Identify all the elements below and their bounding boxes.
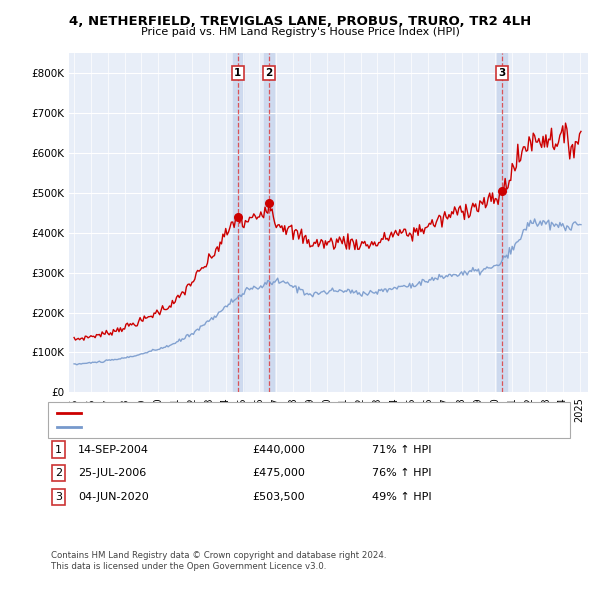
Text: 25-JUL-2006: 25-JUL-2006: [78, 468, 146, 478]
Text: 71% ↑ HPI: 71% ↑ HPI: [372, 445, 431, 454]
Bar: [233, 53, 243, 392]
Bar: [497, 53, 508, 392]
Text: £440,000: £440,000: [252, 445, 305, 454]
Text: 76% ↑ HPI: 76% ↑ HPI: [372, 468, 431, 478]
Text: 04-JUN-2020: 04-JUN-2020: [78, 492, 149, 502]
Text: £475,000: £475,000: [252, 468, 305, 478]
Text: 4, NETHERFIELD, TREVIGLAS LANE, PROBUS, TRURO, TR2 4LH (detached house): 4, NETHERFIELD, TREVIGLAS LANE, PROBUS, …: [85, 408, 485, 418]
Text: 2: 2: [55, 468, 62, 478]
Text: 3: 3: [55, 492, 62, 502]
Text: 49% ↑ HPI: 49% ↑ HPI: [372, 492, 431, 502]
Text: 3: 3: [499, 68, 506, 78]
Bar: [264, 53, 274, 392]
Text: This data is licensed under the Open Government Licence v3.0.: This data is licensed under the Open Gov…: [51, 562, 326, 571]
Text: 14-SEP-2004: 14-SEP-2004: [78, 445, 149, 454]
Text: 2: 2: [265, 68, 272, 78]
Text: 4, NETHERFIELD, TREVIGLAS LANE, PROBUS, TRURO, TR2 4LH: 4, NETHERFIELD, TREVIGLAS LANE, PROBUS, …: [69, 15, 531, 28]
Text: Price paid vs. HM Land Registry's House Price Index (HPI): Price paid vs. HM Land Registry's House …: [140, 27, 460, 37]
Text: 1: 1: [55, 445, 62, 454]
Text: HPI: Average price, detached house, Cornwall: HPI: Average price, detached house, Corn…: [85, 422, 313, 432]
Text: £503,500: £503,500: [252, 492, 305, 502]
Text: Contains HM Land Registry data © Crown copyright and database right 2024.: Contains HM Land Registry data © Crown c…: [51, 550, 386, 559]
Text: 1: 1: [234, 68, 241, 78]
